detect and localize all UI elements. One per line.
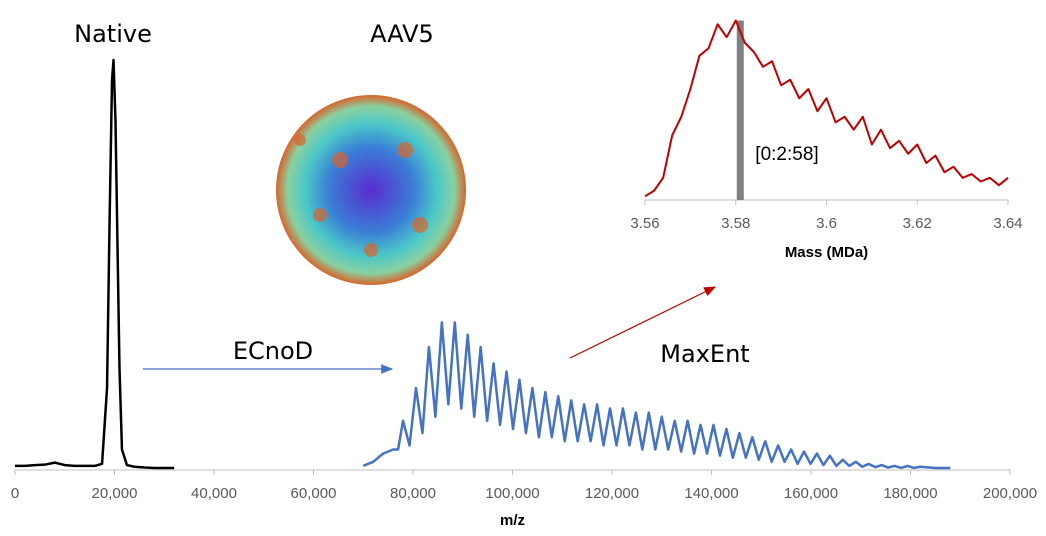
x-tick-label: 80,000 [390,485,436,502]
virus-image [276,95,466,285]
x-tick-label: 40,000 [191,485,237,502]
x-tick-label: 120,000 [585,485,639,502]
x-tick-label: 3.6 [816,215,837,232]
annotation: ECnoD [233,337,313,365]
annotation: AAV5 [370,20,434,48]
arrow [569,286,717,359]
x-tick-label: 3.56 [630,215,659,232]
x-tick-label: 180,000 [883,485,937,502]
x-tick-label: 20,000 [92,485,138,502]
x-tick-label: 3.58 [721,215,750,232]
x-tick-label: 160,000 [784,485,838,502]
marker-bar [736,20,744,200]
annotation: [0:2:58] [755,144,818,165]
x-axis-title: m/z [500,512,525,529]
x-axis-title: Mass (MDa) [785,244,868,261]
x-tick-label: 0 [11,485,19,502]
series-line [362,321,951,470]
x-tick-label: 200,000 [983,485,1037,502]
annotation: Native [74,20,152,48]
x-tick-label: 60,000 [291,485,337,502]
annotation: MaxEnt [660,340,749,368]
x-tick-label: 100,000 [485,485,539,502]
x-tick-label: 3.64 [993,215,1022,232]
series-line [15,58,175,470]
x-tick-label: 3.62 [903,215,932,232]
x-tick-label: 140,000 [684,485,738,502]
series-line [644,19,1009,198]
